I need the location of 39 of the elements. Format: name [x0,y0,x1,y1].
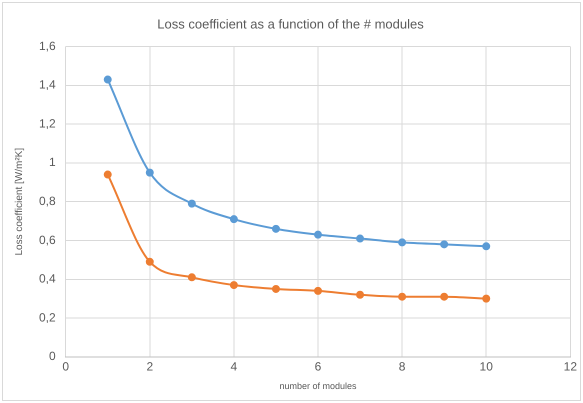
point [440,240,448,248]
x-tick-label: 0 [62,359,70,374]
point [230,281,238,290]
point [146,258,154,266]
y-tick-label: 0,2 [38,310,56,324]
point [272,224,280,233]
point [314,286,322,295]
point [188,273,196,282]
y-tick-label: 1,6 [38,38,56,53]
point [104,170,112,179]
point [188,200,196,208]
point [146,168,154,177]
y-tick-label: 1 [48,155,56,170]
point [440,292,448,301]
point [398,292,406,301]
point [104,76,112,84]
point [272,284,280,293]
x-tick-label: 10 [480,359,494,374]
point [356,290,364,299]
x-tick-label: 4 [230,359,238,374]
y-tick-label: 1,2 [38,116,56,130]
x-tick-label: 2 [146,359,154,374]
chart-title: Loss coefficient as a function of the # modules [157,16,424,32]
y-tick-label: 0 [48,349,56,364]
point [230,215,238,224]
y-tick-label: 1,4 [38,78,56,92]
point [314,230,322,239]
x-tick-label: 12 [564,359,578,374]
point [482,242,490,250]
y-tick-label: 0,8 [38,194,56,208]
y-tick-label: 0,6 [38,232,56,247]
x-tick-label: 8 [398,359,406,374]
point [482,294,490,303]
point [356,234,364,243]
point [398,238,406,246]
x-tick-label: 6 [314,359,322,374]
y-axis-title: Loss coefficient [W/m²K] [14,148,25,256]
x-axis-title: number of modules [279,381,358,392]
y-tick-label: 0,4 [38,272,56,286]
